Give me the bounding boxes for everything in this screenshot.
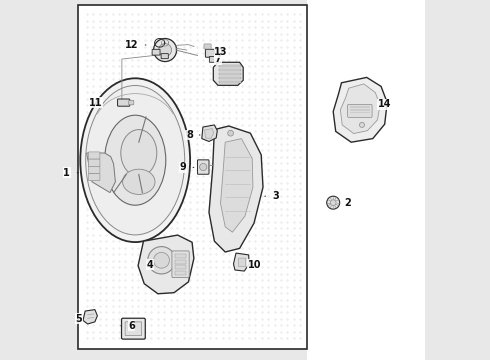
- Text: 6: 6: [128, 321, 135, 331]
- Bar: [175, 265, 186, 269]
- Circle shape: [330, 200, 336, 206]
- Text: 13: 13: [215, 47, 228, 57]
- FancyBboxPatch shape: [205, 49, 215, 57]
- Bar: [219, 73, 241, 75]
- Text: 11: 11: [89, 98, 103, 108]
- Ellipse shape: [121, 130, 157, 176]
- FancyBboxPatch shape: [88, 159, 100, 166]
- Bar: [219, 81, 241, 83]
- Bar: [175, 260, 186, 264]
- Circle shape: [148, 247, 175, 274]
- Bar: [350, 106, 369, 108]
- FancyBboxPatch shape: [204, 44, 211, 49]
- FancyBboxPatch shape: [122, 318, 145, 339]
- Ellipse shape: [86, 85, 185, 235]
- Text: 10: 10: [248, 260, 261, 270]
- Text: 12: 12: [125, 40, 139, 50]
- Bar: [219, 69, 241, 71]
- Circle shape: [159, 44, 171, 57]
- Polygon shape: [341, 84, 380, 134]
- Text: 1: 1: [63, 168, 70, 178]
- Bar: [307, 0, 425, 360]
- Text: 8: 8: [186, 130, 193, 140]
- FancyBboxPatch shape: [88, 174, 100, 181]
- Text: 3: 3: [272, 191, 279, 201]
- Text: 14: 14: [377, 99, 391, 109]
- Polygon shape: [87, 153, 116, 193]
- Bar: [175, 254, 186, 258]
- FancyBboxPatch shape: [215, 49, 222, 55]
- Ellipse shape: [80, 78, 190, 242]
- Circle shape: [360, 122, 365, 127]
- Polygon shape: [213, 62, 243, 85]
- Ellipse shape: [104, 115, 166, 205]
- FancyBboxPatch shape: [129, 100, 134, 105]
- Text: 4: 4: [147, 260, 153, 270]
- Text: 9: 9: [180, 162, 187, 172]
- Polygon shape: [202, 125, 217, 141]
- Bar: [350, 109, 369, 111]
- Bar: [175, 271, 186, 275]
- Bar: [350, 112, 369, 113]
- Circle shape: [228, 130, 233, 136]
- FancyBboxPatch shape: [197, 160, 209, 174]
- FancyBboxPatch shape: [88, 166, 100, 174]
- Polygon shape: [83, 310, 98, 324]
- FancyBboxPatch shape: [172, 251, 189, 278]
- Bar: [219, 65, 241, 67]
- FancyBboxPatch shape: [118, 99, 130, 106]
- Polygon shape: [220, 139, 253, 232]
- Polygon shape: [205, 129, 214, 139]
- Bar: [77, 5, 307, 349]
- Polygon shape: [138, 235, 194, 294]
- Text: 2: 2: [344, 198, 351, 208]
- Polygon shape: [333, 77, 387, 142]
- Text: 7: 7: [215, 54, 221, 64]
- Polygon shape: [233, 253, 249, 271]
- FancyBboxPatch shape: [209, 57, 217, 62]
- FancyBboxPatch shape: [347, 104, 372, 117]
- Circle shape: [199, 163, 207, 171]
- Circle shape: [153, 252, 170, 268]
- FancyBboxPatch shape: [152, 49, 160, 55]
- FancyBboxPatch shape: [161, 54, 169, 59]
- Polygon shape: [209, 126, 263, 252]
- FancyBboxPatch shape: [125, 322, 142, 336]
- Bar: [219, 77, 241, 79]
- Circle shape: [153, 39, 176, 62]
- FancyBboxPatch shape: [239, 258, 245, 267]
- FancyBboxPatch shape: [88, 152, 100, 159]
- Circle shape: [327, 196, 340, 209]
- Ellipse shape: [122, 169, 155, 194]
- Text: 5: 5: [75, 314, 82, 324]
